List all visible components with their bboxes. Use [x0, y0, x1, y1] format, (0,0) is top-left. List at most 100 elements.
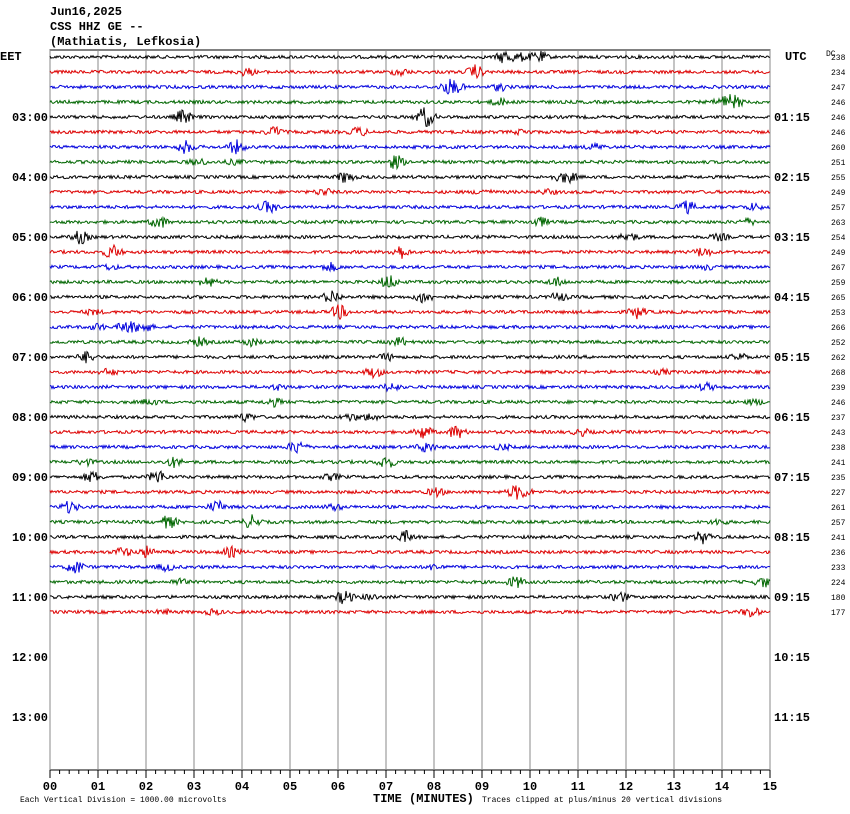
trace — [49, 380, 771, 393]
left-time: 06:00 — [12, 291, 48, 305]
dc-value: 246 — [831, 129, 846, 138]
dc-value: 261 — [831, 504, 846, 513]
trace — [49, 139, 771, 155]
x-tick-label: 13 — [667, 780, 681, 794]
trace — [49, 485, 771, 500]
right-time: 11:15 — [774, 711, 810, 725]
trace — [49, 187, 771, 197]
dc-value: 243 — [831, 429, 846, 438]
x-tick-label: 08 — [427, 780, 441, 794]
right-time: 08:15 — [774, 531, 810, 545]
dc-value: 263 — [831, 219, 846, 228]
trace — [49, 78, 771, 95]
left-zone: EET — [0, 50, 22, 64]
trace — [49, 230, 771, 245]
left-time: 10:00 — [12, 531, 48, 545]
footer-left: Each Vertical Division = 1000.00 microvo… — [20, 796, 227, 805]
trace — [49, 440, 771, 455]
dc-value: 241 — [831, 534, 846, 543]
left-time: 05:00 — [12, 231, 48, 245]
right-time: 05:15 — [774, 351, 810, 365]
trace — [49, 275, 771, 288]
trace — [49, 200, 771, 215]
right-time: 04:15 — [774, 291, 810, 305]
right-time: 01:15 — [774, 111, 810, 125]
dc-value: 235 — [831, 474, 846, 483]
trace — [49, 336, 771, 348]
dc-value: 249 — [831, 189, 846, 198]
dc-value: 266 — [831, 324, 846, 333]
x-tick-label: 02 — [139, 780, 153, 794]
x-tick-label: 04 — [235, 780, 249, 794]
trace — [49, 107, 771, 127]
right-time: 07:15 — [774, 471, 810, 485]
trace — [49, 514, 771, 529]
x-tick-label: 05 — [283, 780, 297, 794]
trace — [49, 155, 771, 171]
trace — [49, 321, 771, 334]
x-tick-label: 14 — [715, 780, 729, 794]
dc-value: 257 — [831, 519, 846, 528]
dc-value: 246 — [831, 114, 846, 123]
dc-value: 238 — [831, 444, 846, 453]
trace — [49, 561, 771, 574]
dc-value: 267 — [831, 264, 846, 273]
dc-value: 177 — [831, 609, 846, 618]
x-tick-label: 09 — [475, 780, 489, 794]
right-time: 10:15 — [774, 651, 810, 665]
x-tick-label: 11 — [571, 780, 585, 794]
trace — [49, 607, 771, 618]
dc-label: DC — [826, 50, 836, 59]
dc-value: 236 — [831, 549, 846, 558]
dc-value: 239 — [831, 384, 846, 393]
dc-value: 253 — [831, 309, 846, 318]
dc-value: 246 — [831, 399, 846, 408]
trace — [49, 304, 771, 321]
left-time: 07:00 — [12, 351, 48, 365]
footer-right: Traces clipped at plus/minus 20 vertical… — [482, 796, 722, 805]
x-tick-label: 15 — [763, 780, 777, 794]
dc-value: 249 — [831, 249, 846, 258]
trace — [49, 544, 771, 559]
x-tick-label: 12 — [619, 780, 633, 794]
left-time: 08:00 — [12, 411, 48, 425]
dc-value: 180 — [831, 594, 846, 603]
dc-value: 255 — [831, 174, 846, 183]
dc-value: 246 — [831, 99, 846, 108]
location: (Mathiatis, Lefkosia) — [50, 35, 201, 49]
x-tick-label: 10 — [523, 780, 537, 794]
trace — [49, 64, 771, 80]
right-zone: UTC — [785, 50, 807, 64]
dc-value: 241 — [831, 459, 846, 468]
dc-value: 233 — [831, 564, 846, 573]
x-tick-label: 06 — [331, 780, 345, 794]
trace — [49, 350, 771, 364]
trace — [49, 50, 770, 64]
trace — [49, 412, 771, 424]
dc-value: 268 — [831, 369, 846, 378]
dc-value: 254 — [831, 234, 846, 243]
dc-value: 234 — [831, 69, 846, 78]
dc-value: 260 — [831, 144, 846, 153]
trace — [49, 125, 771, 137]
trace — [49, 456, 771, 468]
dc-value: 265 — [831, 294, 846, 303]
right-time: 02:15 — [774, 171, 810, 185]
date: Jun16,2025 — [50, 5, 122, 19]
dc-value: 237 — [831, 414, 846, 423]
x-tick-label: 07 — [379, 780, 393, 794]
trace — [49, 397, 771, 408]
left-time: 09:00 — [12, 471, 48, 485]
x-tick-label: 01 — [91, 780, 105, 794]
right-time: 09:15 — [774, 591, 810, 605]
trace — [49, 367, 771, 380]
right-time: 06:15 — [774, 411, 810, 425]
trace — [49, 94, 771, 109]
x-label: TIME (MINUTES) — [373, 792, 474, 806]
left-time: 04:00 — [12, 171, 48, 185]
trace — [49, 576, 771, 588]
trace — [49, 261, 771, 273]
trace — [49, 590, 771, 605]
trace — [49, 290, 771, 304]
